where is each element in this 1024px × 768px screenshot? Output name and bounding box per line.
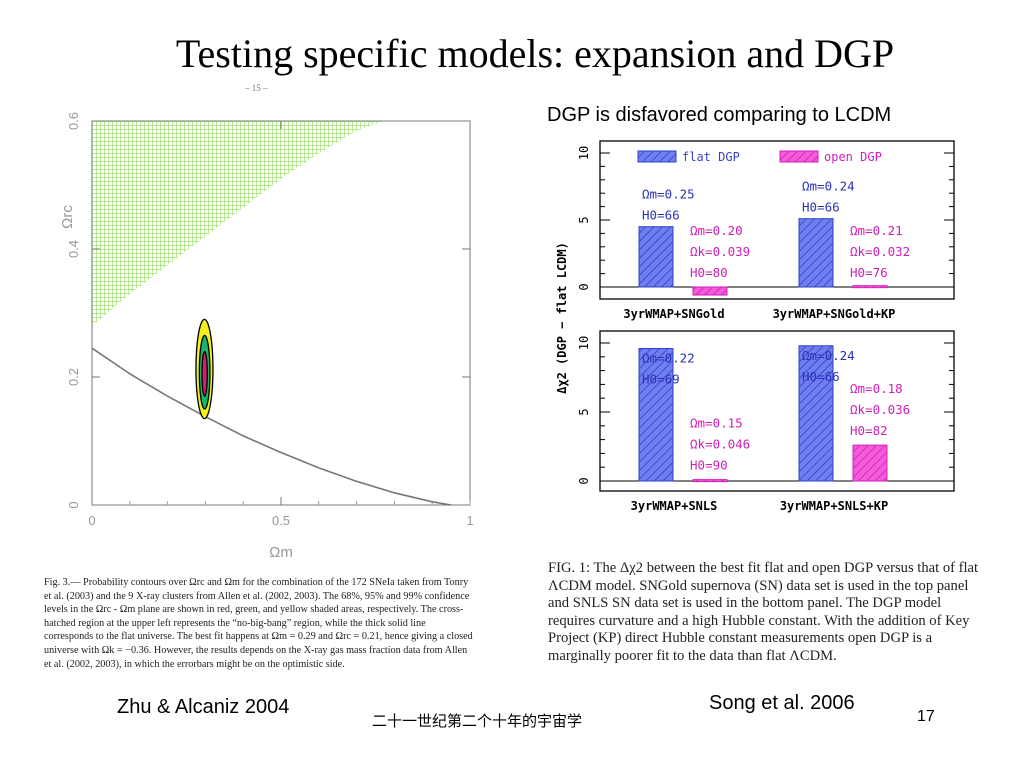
y-tick-label: 0 [577, 477, 591, 484]
data-label: H0=76 [850, 265, 888, 280]
legend-flat-dgp-label: flat DGP [682, 150, 740, 164]
data-label: H0=82 [850, 423, 888, 438]
data-label: Ωm=0.20 [690, 223, 743, 238]
bar-open-dgp [852, 285, 888, 289]
data-label: Ωm=0.18 [850, 381, 903, 396]
x-tick-label: 1 [466, 513, 473, 528]
y-tick-label: 0 [577, 283, 591, 290]
panel-frame [599, 330, 955, 492]
left-contour-chart: 0 0.5 1 0 0.2 0.4 0.6 Ωm Ωrc [60, 112, 474, 561]
y-tick-label: 5 [577, 408, 591, 415]
subtitle: DGP is disfavored comparing to LCDM [547, 104, 892, 126]
data-label: Ωk=0.032 [850, 244, 910, 259]
category-label: 3yrWMAP+SNLS+KP [780, 499, 888, 513]
legend-open-dgp-label: open DGP [824, 150, 882, 164]
data-label: Ωm=0.15 [690, 416, 743, 431]
data-label: H0=66 [802, 369, 840, 384]
y-tick-label: 0.2 [66, 368, 81, 386]
data-label: H0=90 [690, 458, 728, 473]
right-credit: Song et al. 2006 [709, 692, 855, 714]
left-credit: Zhu & Alcaniz 2004 [117, 696, 290, 718]
contour-68-percent [201, 350, 208, 397]
y-tick-label: 10 [577, 146, 591, 160]
category-label: 3yrWMAP+SNGold [623, 307, 724, 321]
flat-universe-curve [91, 347, 452, 506]
no-big-bang-region [92, 121, 384, 326]
data-label: Ωm=0.24 [802, 179, 855, 194]
bar-flat-dgp [798, 345, 834, 482]
x-axis-label: Ωm [269, 544, 293, 561]
y-axis-label: Δχ2 (DGP − flat LCDM) [555, 242, 569, 394]
category-label: 3yrWMAP+SNLS [631, 499, 718, 513]
bar-open-dgp [692, 479, 728, 483]
data-label: Ωm=0.21 [850, 223, 903, 238]
slide-title: Testing specific models: expansion and D… [175, 31, 895, 76]
data-label: H0=66 [802, 200, 840, 215]
left-figure-caption: Fig. 3.— Probability contours over Ωrc a… [44, 577, 473, 670]
bar-flat-dgp [798, 218, 834, 288]
bar-open-dgp [852, 444, 888, 482]
legend-flat-dgp-swatch [637, 150, 677, 163]
page-number: 17 [917, 708, 935, 725]
data-label: H0=80 [690, 265, 728, 280]
page-marker: – 15 – [245, 83, 268, 93]
bar-flat-dgp [638, 226, 674, 288]
data-label: Ωm=0.24 [802, 348, 855, 363]
bar-open-dgp [692, 286, 728, 296]
data-label: Ωk=0.039 [690, 244, 750, 259]
y-tick-label: 10 [577, 336, 591, 350]
x-tick-label: 0 [88, 513, 95, 528]
y-tick-label: 0 [66, 501, 81, 508]
right-figure-caption: FIG. 1: The Δχ2 between the best fit fla… [548, 560, 979, 664]
y-tick-label: 0.6 [66, 112, 81, 130]
y-axis-label: Ωrc [60, 205, 76, 229]
data-label: H0=66 [642, 208, 680, 223]
y-tick-label: 0.4 [66, 240, 81, 258]
x-tick-label: 0.5 [272, 513, 290, 528]
category-label: 3yrWMAP+SNGold+KP [773, 307, 896, 321]
footer-text: 二十一世纪第二个十年的宇宙学 [372, 712, 583, 730]
data-label: Ωk=0.036 [850, 402, 910, 417]
data-label: H0=69 [642, 372, 680, 387]
right-bar-chart: flat DGP open DGP Δχ2 (DGP − flat LCDM) 0 5 1… [555, 140, 955, 513]
data-label: Ωk=0.046 [690, 437, 750, 452]
legend-open-dgp-swatch [779, 150, 819, 163]
y-tick-label: 5 [577, 216, 591, 223]
data-label: Ωm=0.25 [642, 187, 695, 202]
data-label: Ωm=0.22 [642, 351, 695, 366]
bar-flat-dgp [638, 348, 674, 482]
